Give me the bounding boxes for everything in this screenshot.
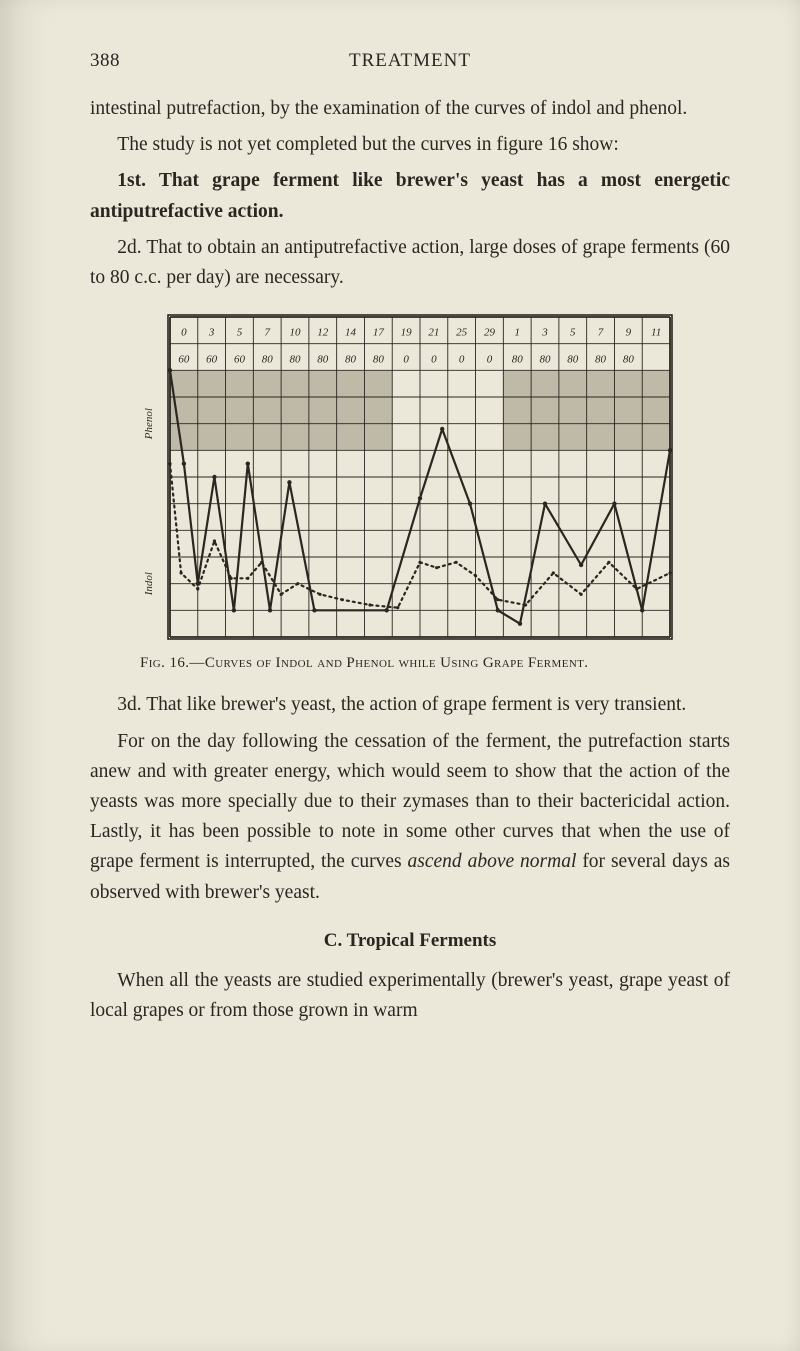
svg-text:Indol: Indol (143, 572, 155, 596)
item-1st-bold: 1st. That grape ferment like brewer's ye… (90, 170, 730, 221)
svg-text:80: 80 (317, 354, 329, 366)
svg-text:80: 80 (373, 354, 385, 366)
fig-caption-prefix: Fig. 16.— (140, 655, 205, 671)
svg-text:0: 0 (487, 354, 493, 366)
svg-text:3: 3 (541, 327, 548, 339)
svg-text:1: 1 (514, 327, 520, 339)
paragraph-continuation: intestinal putrefaction, by the examinat… (90, 94, 730, 124)
svg-text:80: 80 (262, 354, 274, 366)
svg-text:0: 0 (431, 354, 437, 366)
svg-text:Phenol: Phenol (143, 408, 155, 440)
svg-text:25: 25 (456, 327, 468, 339)
svg-text:9: 9 (626, 327, 632, 339)
figure-16: 0603605607801080128014801780190210250290… (140, 307, 680, 672)
svg-text:60: 60 (178, 354, 190, 366)
svg-text:19: 19 (401, 327, 413, 339)
fig-caption-body: Curves of Indol and Phenol while Using G… (205, 655, 589, 671)
svg-text:0: 0 (403, 354, 409, 366)
item-1st: 1st. That grape ferment like brewer's ye… (90, 166, 730, 226)
svg-text:80: 80 (540, 354, 552, 366)
svg-text:17: 17 (373, 327, 385, 339)
section-c-heading: C. Tropical Ferments (90, 930, 730, 952)
svg-text:80: 80 (623, 354, 635, 366)
svg-text:0: 0 (459, 354, 465, 366)
running-head: TREATMENT (349, 50, 471, 72)
svg-text:3: 3 (208, 327, 215, 339)
page-container: 388 TREATMENT 000 intestinal putrefactio… (0, 0, 800, 1351)
paragraph-for-on: For on the day following the cessation o… (90, 727, 730, 908)
item-3d: 3d. That like brewer's yeast, the action… (90, 690, 730, 720)
svg-text:14: 14 (345, 327, 357, 339)
svg-text:60: 60 (234, 354, 246, 366)
svg-text:29: 29 (484, 327, 496, 339)
svg-text:21: 21 (428, 327, 439, 339)
svg-text:0: 0 (181, 327, 187, 339)
svg-text:80: 80 (290, 354, 302, 366)
svg-text:11: 11 (651, 327, 661, 339)
svg-text:7: 7 (598, 327, 604, 339)
svg-text:12: 12 (317, 327, 329, 339)
svg-text:7: 7 (264, 327, 270, 339)
svg-text:80: 80 (512, 354, 524, 366)
svg-text:80: 80 (567, 354, 579, 366)
paragraph-study: The study is not yet completed but the c… (90, 130, 730, 160)
p6-ital: ascend above normal (408, 851, 577, 872)
figure-16-caption: Fig. 16.—Curves of Indol and Phenol whil… (140, 655, 680, 672)
svg-text:5: 5 (237, 327, 243, 339)
svg-text:10: 10 (290, 327, 302, 339)
paragraph-when-all: When all the yeasts are studied experime… (90, 966, 730, 1026)
item-2d: 2d. That to obtain an antiputrefactive a… (90, 233, 730, 293)
svg-text:5: 5 (570, 327, 576, 339)
page-header: 388 TREATMENT 000 (90, 50, 730, 72)
page-number: 388 (90, 50, 120, 72)
figure-16-svg: 0603605607801080128014801780190210250290… (140, 307, 680, 647)
svg-text:80: 80 (595, 354, 607, 366)
svg-text:60: 60 (206, 354, 218, 366)
svg-text:80: 80 (345, 354, 357, 366)
